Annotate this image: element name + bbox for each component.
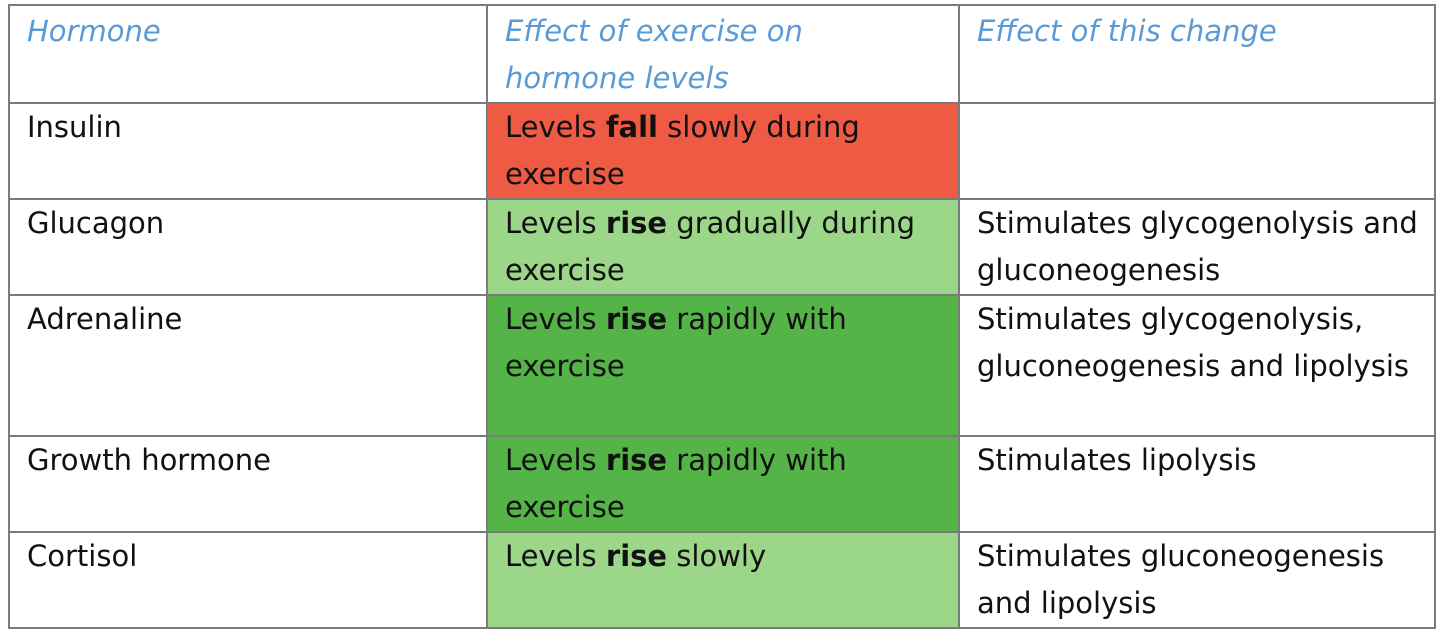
hormone-name: Adrenaline bbox=[8, 294, 488, 437]
hormone-name: Glucagon bbox=[8, 198, 488, 296]
change-effect-cell: Stimulates lipolysis bbox=[958, 435, 1436, 533]
exercise-effect-cell: Levels rise rapidly with exercise bbox=[486, 435, 960, 533]
table-header-row: Hormone Effect of exercise on hormone le… bbox=[8, 4, 1436, 104]
effect-keyword: rise bbox=[605, 206, 668, 240]
table-row-adrenaline: Adrenaline Levels rise rapidly with exer… bbox=[8, 294, 1436, 437]
change-effect-cell: Stimulates glycogenolysis, gluconeogenes… bbox=[958, 294, 1436, 437]
hormone-name: Insulin bbox=[8, 102, 488, 200]
effect-suffix: rapidly with exercise bbox=[505, 302, 847, 383]
change-effect-cell: Stimulates gluconeogenesis and lipolysis bbox=[958, 531, 1436, 629]
effect-prefix: Levels bbox=[505, 110, 606, 144]
exercise-effect-cell: Levels rise slowly bbox=[486, 531, 960, 629]
effect-keyword: rise bbox=[605, 539, 668, 573]
effect-suffix: slowly bbox=[667, 539, 767, 573]
change-effect-cell bbox=[958, 102, 1436, 200]
effect-keyword: rise bbox=[605, 302, 668, 336]
header-effect-of-exercise: Effect of exercise on hormone levels bbox=[486, 4, 960, 104]
exercise-effect-cell: Levels fall slowly during exercise bbox=[486, 102, 960, 200]
effect-prefix: Levels bbox=[505, 443, 606, 477]
effect-keyword: fall bbox=[605, 110, 658, 144]
hormone-exercise-table: Hormone Effect of exercise on hormone le… bbox=[8, 4, 1436, 629]
effect-suffix: slowly during exercise bbox=[505, 110, 860, 191]
effect-keyword: rise bbox=[605, 443, 668, 477]
exercise-effect-cell: Levels rise rapidly with exercise bbox=[486, 294, 960, 437]
effect-prefix: Levels bbox=[505, 302, 606, 336]
table-row-glucagon: Glucagon Levels rise gradually during ex… bbox=[8, 198, 1436, 296]
effect-suffix: gradually during exercise bbox=[505, 206, 915, 287]
table-row-growth-hormone: Growth hormone Levels rise rapidly with … bbox=[8, 435, 1436, 533]
effect-suffix: rapidly with exercise bbox=[505, 443, 847, 524]
hormone-name: Growth hormone bbox=[8, 435, 488, 533]
table-row-cortisol: Cortisol Levels rise slowly Stimulates g… bbox=[8, 531, 1436, 629]
effect-prefix: Levels bbox=[505, 539, 606, 573]
table-row-insulin: Insulin Levels fall slowly during exerci… bbox=[8, 102, 1436, 200]
header-hormone: Hormone bbox=[8, 4, 488, 104]
effect-prefix: Levels bbox=[505, 206, 606, 240]
change-effect-cell: Stimulates glycogenolysis and gluconeoge… bbox=[958, 198, 1436, 296]
hormone-name: Cortisol bbox=[8, 531, 488, 629]
header-effect-of-change: Effect of this change bbox=[958, 4, 1436, 104]
exercise-effect-cell: Levels rise gradually during exercise bbox=[486, 198, 960, 296]
